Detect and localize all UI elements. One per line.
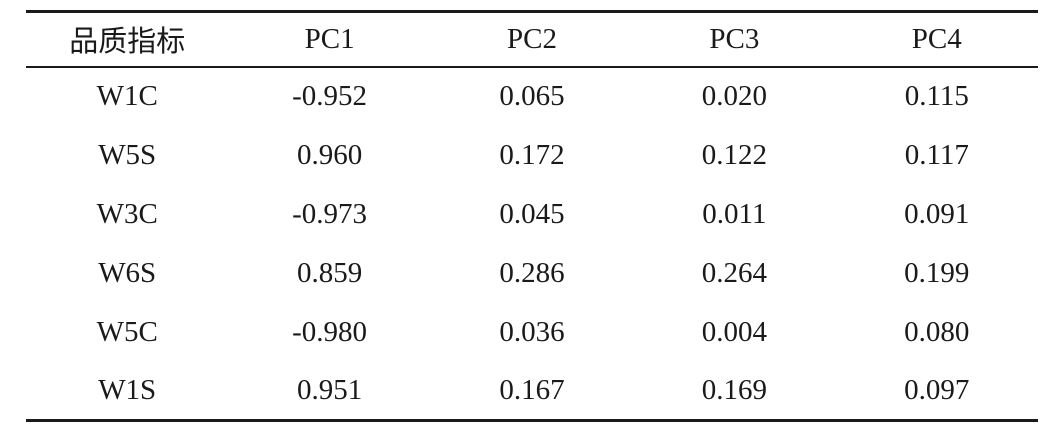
table-cell: 0.011 — [702, 197, 767, 230]
table-row: W3C -0.973 0.045 0.011 0.091 — [26, 185, 1038, 244]
table-cell: 0.045 — [499, 197, 565, 230]
table-cell: 0.122 — [701, 138, 767, 171]
table-cell: -0.973 — [292, 197, 368, 230]
table-cell: 0.859 — [296, 256, 363, 289]
table-cell: 0.080 — [904, 315, 970, 348]
pca-loadings-table: 品质指标 PC1 PC2 PC3 PC4 W1C -0.952 0.065 0.020… — [26, 10, 1038, 422]
row-label: W5S — [98, 138, 157, 171]
table-cell: 0.167 — [499, 373, 565, 406]
header-pc2: PC2 — [506, 22, 557, 55]
header-pc3: PC3 — [709, 22, 760, 55]
table-cell: 0.020 — [701, 80, 767, 112]
table-header: 品质指标 PC1 PC2 PC3 PC4 — [26, 12, 1038, 67]
table-cell: 0.172 — [499, 138, 565, 171]
table-cell: 0.199 — [904, 256, 970, 289]
row-label: W1C — [96, 80, 158, 112]
table-cell: 0.036 — [499, 315, 565, 348]
table-cell: 0.951 — [296, 373, 363, 406]
table-cell: 0.960 — [296, 138, 363, 171]
table-row: W5C -0.980 0.036 0.004 0.080 — [26, 303, 1038, 362]
table-row: W1C -0.952 0.065 0.020 0.115 — [26, 67, 1038, 126]
row-label: W1S — [98, 373, 157, 406]
table-row: W6S 0.859 0.286 0.264 0.199 — [26, 244, 1038, 303]
table-cell: 0.065 — [499, 80, 565, 112]
header-pc4: PC4 — [911, 22, 962, 55]
row-label: W5C — [96, 315, 158, 348]
table-cell: 0.091 — [904, 197, 970, 230]
table-cell: 0.117 — [904, 138, 969, 171]
table-cell: 0.169 — [701, 373, 767, 406]
header-pc1: PC1 — [304, 22, 355, 55]
table-cell: 0.286 — [499, 256, 565, 289]
table-cell: -0.980 — [292, 315, 368, 348]
table-cell: 0.115 — [904, 80, 969, 112]
table-cell: 0.264 — [701, 256, 767, 289]
table-row: W5S 0.960 0.172 0.122 0.117 — [26, 126, 1038, 185]
table-row: W1S 0.951 0.167 0.169 0.097 — [26, 362, 1038, 421]
table-cell: 0.004 — [701, 315, 767, 348]
table-cell: -0.952 — [292, 80, 368, 112]
table-cell: 0.097 — [904, 373, 970, 406]
table-body: W1C -0.952 0.065 0.020 0.115 W5S 0.960 0.172 0.1… — [26, 67, 1038, 421]
header-row: 品质指标 PC1 PC2 PC3 PC4 — [26, 12, 1038, 67]
row-label: W6S — [98, 256, 157, 289]
header-quality-index: 品质指标 — [69, 26, 186, 59]
row-label: W3C — [96, 197, 158, 230]
